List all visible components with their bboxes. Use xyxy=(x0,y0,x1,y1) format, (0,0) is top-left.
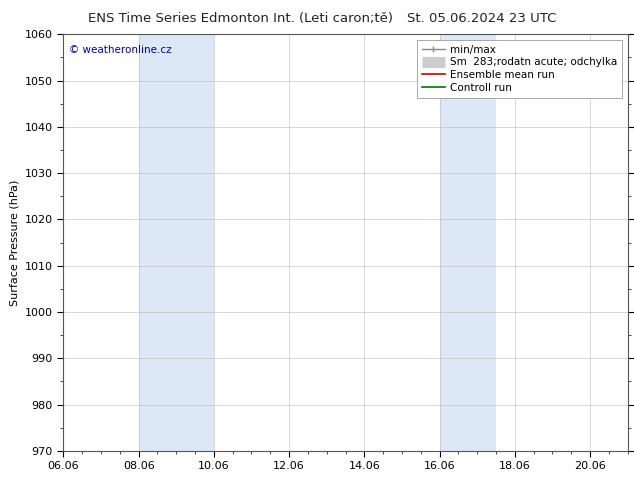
Bar xyxy=(139,34,214,451)
Text: ENS Time Series Edmonton Int. (Leti caron;tě): ENS Time Series Edmonton Int. (Leti caro… xyxy=(88,12,394,25)
Text: St. 05.06.2024 23 UTC: St. 05.06.2024 23 UTC xyxy=(407,12,557,25)
Bar xyxy=(439,34,496,451)
Legend: min/max, Sm  283;rodatn acute; odchylka, Ensemble mean run, Controll run: min/max, Sm 283;rodatn acute; odchylka, … xyxy=(417,40,623,98)
Text: © weatheronline.cz: © weatheronline.cz xyxy=(69,45,172,55)
Y-axis label: Surface Pressure (hPa): Surface Pressure (hPa) xyxy=(10,179,19,306)
